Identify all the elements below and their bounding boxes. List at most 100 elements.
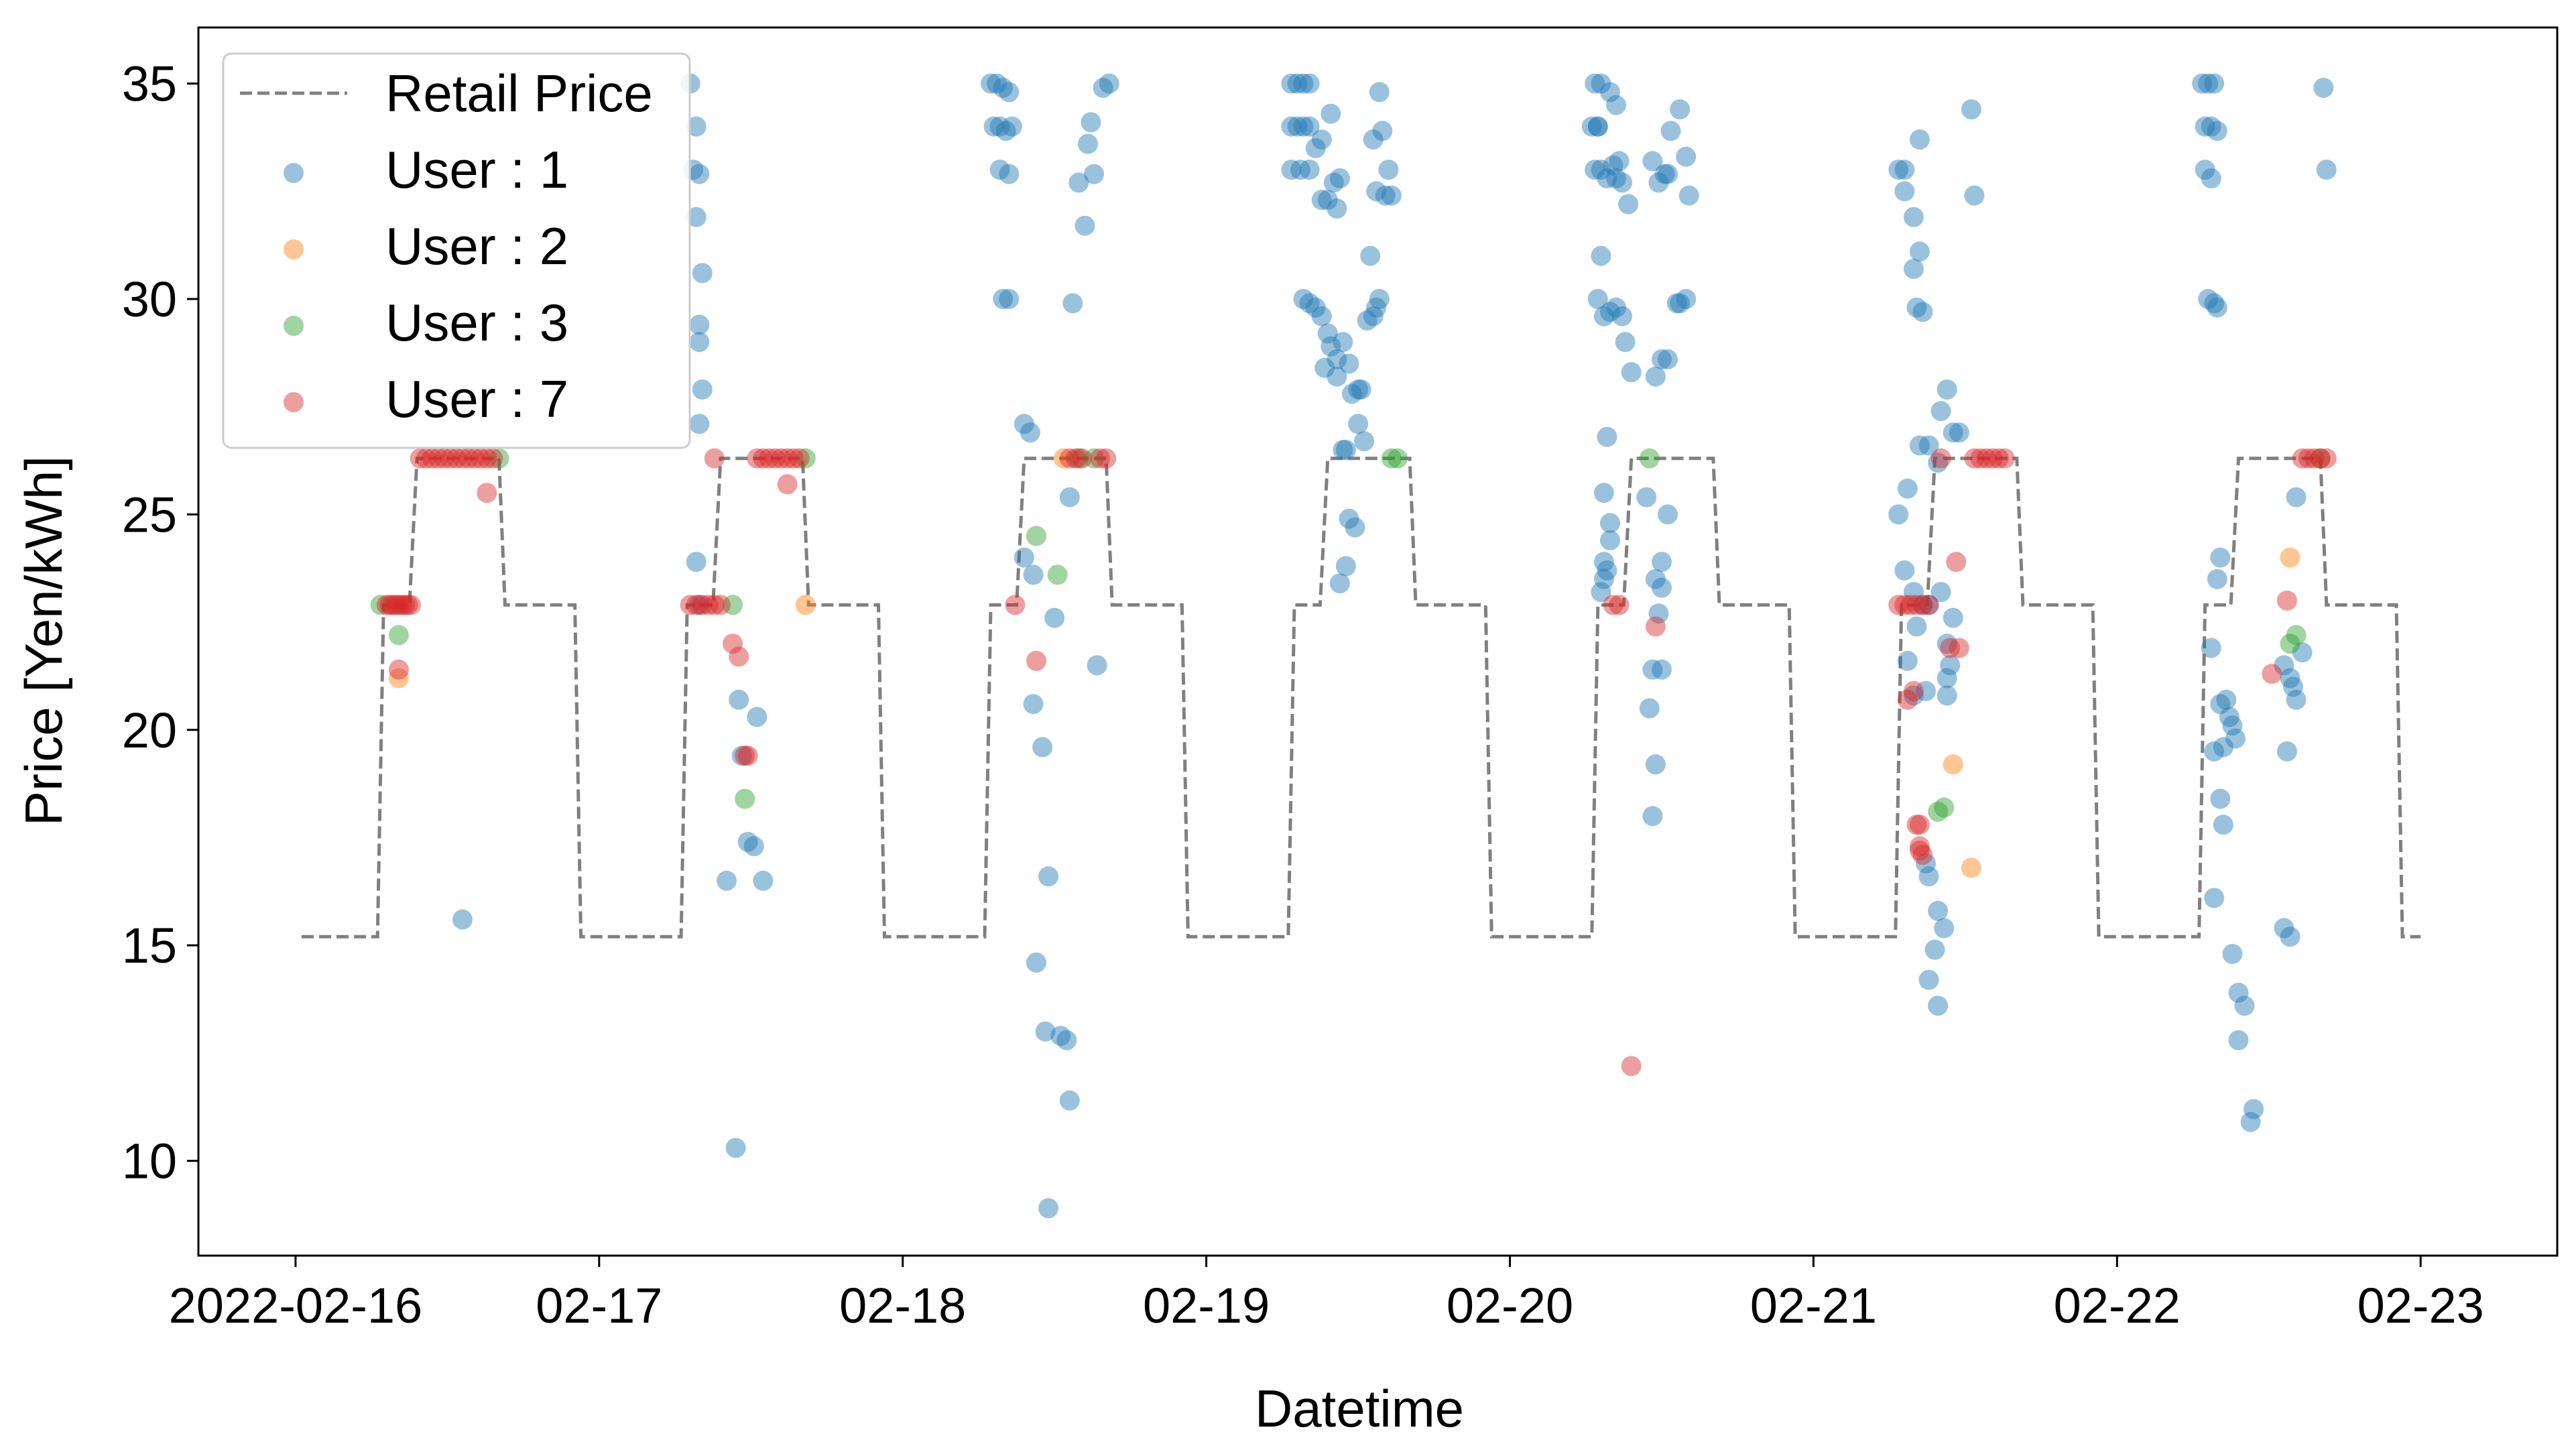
point-user-7 xyxy=(477,448,497,469)
point-user-1 xyxy=(1918,435,1939,456)
point-user-1 xyxy=(1903,206,1924,227)
point-user-1 xyxy=(1363,306,1384,326)
point-user-1 xyxy=(1014,414,1034,434)
point-user-1 xyxy=(1906,297,1927,318)
point-user-1 xyxy=(1099,73,1119,94)
point-user-1 xyxy=(1327,366,1347,387)
legend-user-1-label: User : 1 xyxy=(385,140,568,199)
point-user-7 xyxy=(735,745,755,766)
point-user-1 xyxy=(2204,73,2225,94)
point-user-1 xyxy=(1587,116,1608,137)
point-user-1 xyxy=(2286,487,2307,507)
point-user-1 xyxy=(1918,969,1939,990)
point-user-1 xyxy=(1299,293,1320,314)
point-user-1 xyxy=(1035,1021,1056,1042)
point-user-7 xyxy=(1090,448,1111,469)
point-user-3 xyxy=(2280,634,2301,654)
point-user-1 xyxy=(1642,151,1663,172)
point-user-7 xyxy=(397,595,418,615)
point-user-1 xyxy=(686,206,707,227)
point-user-1 xyxy=(1287,116,1308,137)
point-user-1 xyxy=(1585,160,1605,180)
point-user-7 xyxy=(376,595,397,615)
point-user-1 xyxy=(689,595,710,615)
point-user-2 xyxy=(388,668,409,688)
point-user-1 xyxy=(1666,293,1687,314)
point-user-1 xyxy=(1339,353,1359,374)
point-user-1 xyxy=(1916,680,1936,701)
point-user-1 xyxy=(1587,116,1608,137)
point-user-7 xyxy=(388,595,409,615)
x-tick-label: 2022-02-16 xyxy=(169,1278,423,1333)
point-user-1 xyxy=(1943,422,1963,443)
point-user-1 xyxy=(1645,568,1666,589)
point-user-7 xyxy=(1909,836,1930,857)
point-user-1 xyxy=(1026,952,1046,973)
point-user-1 xyxy=(1612,306,1633,326)
point-user-1 xyxy=(1593,568,1614,589)
point-user-1 xyxy=(1645,754,1666,775)
point-user-7 xyxy=(789,448,810,469)
point-user-7 xyxy=(1621,1056,1642,1077)
point-user-1 xyxy=(1658,504,1678,525)
point-user-1 xyxy=(2204,741,2225,762)
point-user-1 xyxy=(1676,146,1697,167)
point-user-1 xyxy=(1937,668,1957,688)
point-user-1 xyxy=(1299,73,1320,94)
point-user-1 xyxy=(2210,547,2231,568)
point-user-7 xyxy=(1906,595,1927,615)
point-user-1 xyxy=(2219,707,2240,727)
point-user-2 xyxy=(2280,547,2301,568)
point-user-1 xyxy=(1642,806,1663,827)
point-user-7 xyxy=(737,745,758,766)
point-user-7 xyxy=(1930,448,1951,469)
point-user-1 xyxy=(737,831,758,852)
point-user-1 xyxy=(1652,577,1672,598)
point-user-1 xyxy=(1606,95,1626,115)
point-user-7 xyxy=(1976,448,1997,469)
point-user-7 xyxy=(2298,448,2319,469)
point-user-1 xyxy=(1293,73,1314,94)
point-user-1 xyxy=(1084,164,1104,184)
marks-layer xyxy=(302,73,2421,1219)
point-user-1 xyxy=(1652,659,1672,680)
point-user-1 xyxy=(1676,289,1697,309)
point-user-1 xyxy=(1369,289,1390,309)
point-user-1 xyxy=(1912,595,1933,615)
point-user-1 xyxy=(2207,121,2227,141)
x-tick-label: 02-19 xyxy=(1143,1278,1270,1333)
point-user-1 xyxy=(1305,138,1326,158)
point-user-1 xyxy=(2316,160,2337,180)
point-user-1 xyxy=(1293,116,1314,137)
point-user-1 xyxy=(731,745,752,766)
point-user-1 xyxy=(2213,737,2233,758)
point-user-1 xyxy=(1311,306,1332,326)
point-user-7 xyxy=(422,448,442,469)
point-user-1 xyxy=(692,263,713,284)
point-user-1 xyxy=(1327,198,1347,219)
point-user-7 xyxy=(483,448,503,469)
point-user-3 xyxy=(795,448,816,469)
retail-price-line xyxy=(302,457,2421,939)
point-user-1 xyxy=(1949,422,1969,443)
point-user-1 xyxy=(1894,181,1915,202)
point-user-1 xyxy=(995,121,1016,141)
point-user-1 xyxy=(1943,607,1963,628)
point-user-1 xyxy=(1351,379,1371,400)
point-user-1 xyxy=(1335,440,1356,460)
point-user-7 xyxy=(1894,595,1915,615)
point-user-1 xyxy=(1934,918,1955,939)
point-user-1 xyxy=(1912,302,1933,322)
point-user-2 xyxy=(795,595,816,615)
point-user-1 xyxy=(1603,155,1623,176)
point-user-3 xyxy=(735,788,755,809)
point-user-1 xyxy=(1894,160,1915,180)
point-user-1 xyxy=(2201,116,2221,137)
legend-retail-price-label: Retail Price xyxy=(385,64,653,123)
point-user-7 xyxy=(1982,448,2003,469)
point-user-1 xyxy=(1897,478,1918,499)
point-user-1 xyxy=(1363,129,1384,150)
point-user-1 xyxy=(2240,1111,2261,1132)
point-user-7 xyxy=(1059,448,1080,469)
